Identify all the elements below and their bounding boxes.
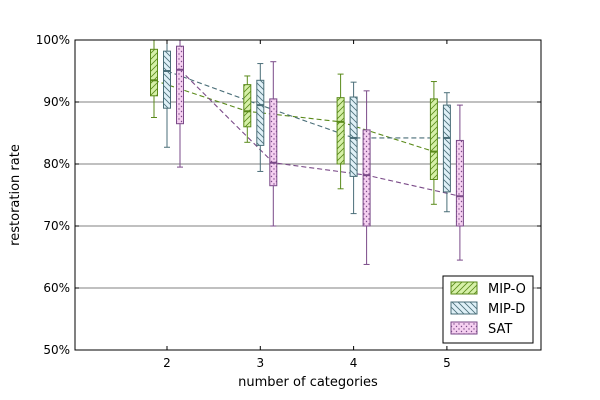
x-tick-label: 4 bbox=[350, 356, 358, 370]
box bbox=[150, 48, 158, 97]
median-trend-line bbox=[179, 69, 461, 197]
median-trend-lines bbox=[153, 69, 461, 197]
box-plot bbox=[442, 92, 451, 213]
legend-label: MIP-D bbox=[488, 302, 525, 317]
median-trend-line bbox=[153, 79, 435, 153]
y-axis-label: restoration rate bbox=[8, 144, 23, 246]
y-tick-label: 80% bbox=[43, 157, 70, 171]
y-tick-label: 50% bbox=[43, 343, 70, 357]
box-plot bbox=[455, 104, 464, 261]
legend-swatch bbox=[450, 321, 478, 335]
y-tick-label: 70% bbox=[43, 219, 70, 233]
x-tick-label: 2 bbox=[163, 356, 171, 370]
box bbox=[349, 96, 358, 177]
legend-label: SAT bbox=[488, 322, 512, 337]
box-plot bbox=[336, 73, 345, 190]
box-plot bbox=[269, 61, 278, 227]
box-plot bbox=[256, 63, 265, 172]
box-plot bbox=[243, 75, 252, 143]
y-tick-label: 100% bbox=[36, 33, 70, 47]
box-plots bbox=[150, 39, 464, 265]
x-tick-label: 5 bbox=[443, 356, 451, 370]
box bbox=[362, 129, 371, 227]
box-plot bbox=[349, 81, 358, 215]
box-plot bbox=[362, 90, 371, 265]
median-trend-line bbox=[166, 70, 447, 139]
y-tick-label: 60% bbox=[43, 281, 70, 295]
box bbox=[256, 79, 265, 146]
box bbox=[442, 104, 451, 193]
box-plot bbox=[150, 39, 158, 118]
box bbox=[429, 98, 438, 180]
y-tick-label: 90% bbox=[43, 95, 70, 109]
x-tick-label: 3 bbox=[256, 356, 264, 370]
box-plot bbox=[163, 39, 171, 148]
box-plot bbox=[429, 81, 438, 205]
legend-swatch bbox=[450, 281, 478, 295]
x-axis-label: number of categories bbox=[238, 375, 378, 390]
box bbox=[163, 50, 171, 109]
legend: MIP-O MIP-D SAT bbox=[442, 275, 534, 344]
box bbox=[336, 97, 345, 165]
box bbox=[243, 84, 252, 128]
box bbox=[455, 139, 464, 227]
box bbox=[269, 98, 278, 187]
legend-label: MIP-O bbox=[488, 282, 526, 297]
plot-area-frame bbox=[74, 39, 542, 351]
box bbox=[176, 45, 184, 125]
box-plot bbox=[176, 39, 184, 168]
legend-swatch bbox=[450, 301, 478, 315]
axis-ticks: 50% 60% 70% 80% 90% 100% 2 3 4 5 bbox=[36, 33, 541, 370]
